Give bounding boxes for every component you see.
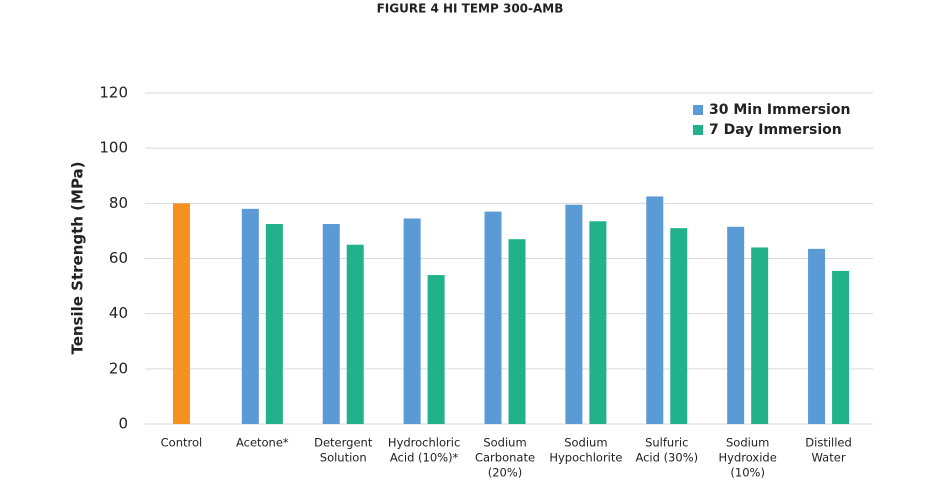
legend-swatch [693,125,703,135]
x-tick-label: Water [812,451,846,465]
bar [751,247,769,424]
x-tick-label: Carbonate [475,451,535,465]
x-tick-label: Acid (10%)* [390,451,459,465]
y-tick-label: 40 [109,304,128,322]
bar [589,221,607,424]
chart-title: FIGURE 4 HI TEMP 300-AMB [377,2,564,16]
x-tick-label: Sulfuric [645,436,688,450]
bar [508,239,526,424]
bar [808,248,826,424]
legend-label: 30 Min Immersion [709,102,850,118]
x-tick-label: Control [161,436,203,450]
y-axis-label: Tensile Strength (MPa) [69,161,87,354]
bar [265,224,283,424]
bar [172,203,190,424]
x-tick-label: Hydrochloric [388,436,460,450]
y-tick-label: 120 [99,84,128,102]
bar [565,204,583,424]
x-tick-label: (20%) [488,466,523,480]
bar [241,208,259,424]
bar [427,275,445,424]
x-tick-label: Sodium [483,436,526,450]
x-tick-label: Solution [320,451,367,465]
y-tick-label: 80 [109,194,128,212]
x-tick-label: Distilled [805,436,852,450]
bar [403,218,421,424]
legend-swatch [693,105,703,115]
x-tick-label: Hydroxide [719,451,777,465]
bar [346,244,364,424]
bar [322,224,340,424]
x-tick-label: Acetone* [236,436,289,450]
x-tick-label: Detergent [314,436,373,450]
legend-label: 7 Day Immersion [709,122,842,138]
bar [727,226,745,424]
x-tick-label: Hypochlorite [549,451,622,465]
y-tick-label: 60 [109,249,128,267]
y-tick-label: 0 [118,415,128,433]
bar [646,196,664,424]
x-tick-label: Acid (30%) [635,451,698,465]
y-tick-label: 100 [99,139,128,157]
x-tick-label: Sodium [726,436,769,450]
y-tick-label: 20 [109,359,128,377]
bar [670,228,688,424]
x-tick-label: Sodium [564,436,607,450]
bar [484,211,502,424]
x-tick-label: (10%) [730,466,765,480]
bar [832,270,850,424]
